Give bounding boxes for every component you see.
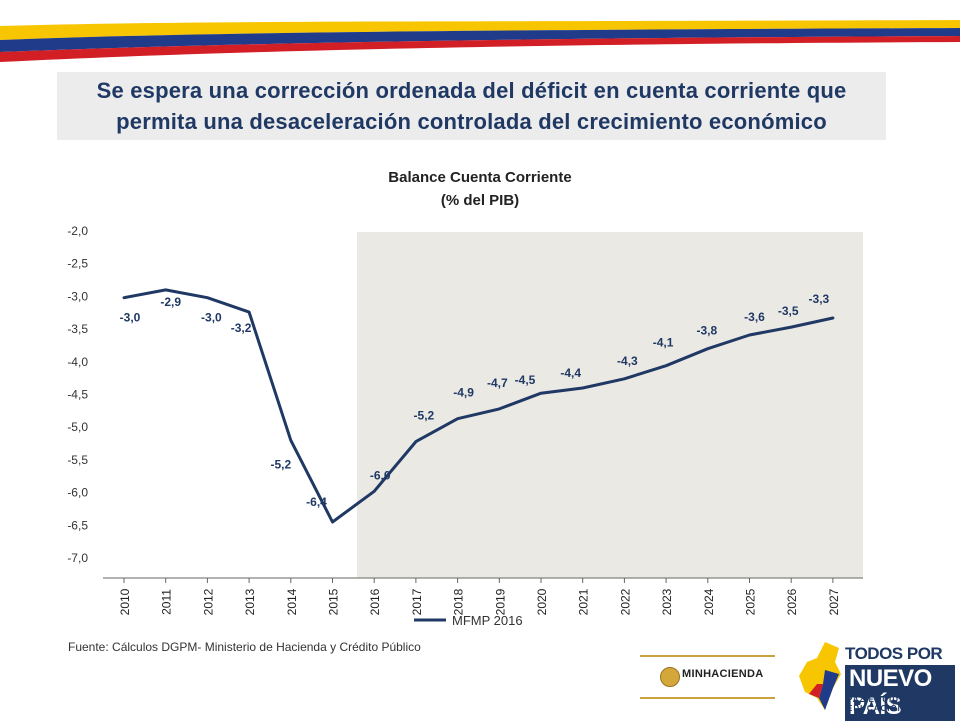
flag-stripes-banner (0, 20, 960, 62)
data-labels: -3,0 -2,9 -3,0 -3,2 -5,2 -6,4 -6,0 -5,2 -4,9 -4,7… (120, 292, 830, 509)
y-tick-label: -4,5 (67, 388, 88, 402)
red-stripe (0, 36, 960, 62)
data-label: -2,9 (160, 295, 181, 309)
y-tick-label: -3,0 (67, 289, 88, 303)
y-tick-label: -7,0 (67, 551, 88, 565)
minhacienda-text: MINHACIENDA (682, 668, 764, 680)
y-tick-label: -6,5 (67, 518, 88, 532)
logo-gold-line-bottom (640, 697, 775, 699)
legend-label: MFMP 2016 (452, 613, 523, 628)
x-tick-label: 2019 (493, 588, 507, 615)
x-tick-label: 2016 (368, 588, 382, 615)
data-label: -4,5 (515, 373, 536, 387)
x-tick-label: 2024 (702, 588, 716, 615)
y-tick-label: -4,0 (67, 355, 88, 369)
data-label: -4,4 (560, 366, 581, 380)
data-label: -3,6 (744, 310, 765, 324)
y-tick-label: -2,0 (67, 224, 88, 238)
minhacienda-logo: MINHACIENDA (640, 655, 775, 701)
data-label: -5,2 (414, 409, 435, 423)
data-label: -3,5 (778, 304, 799, 318)
x-tick-label: 2026 (785, 588, 799, 615)
logo-gold-line-top (640, 655, 775, 657)
data-label: -6,4 (306, 495, 327, 509)
campaign-line3: PAZ EQUIDAD EDUCACIÓN (847, 695, 913, 713)
x-tick-label: 2025 (744, 588, 758, 615)
x-tick-label: 2021 (577, 588, 591, 615)
data-label: -4,1 (653, 336, 674, 350)
y-tick-label: -6,0 (67, 486, 88, 500)
data-label: -4,7 (487, 376, 508, 390)
chart-title: Balance Cuenta Corriente (388, 169, 571, 186)
blue-stripe (0, 28, 960, 52)
x-tick-label: 2013 (243, 588, 257, 615)
slide-title-line1: Se espera una corrección ordenada del dé… (96, 78, 847, 103)
nuevo-pais-logo: TODOS POR UN NUEVO PAÍS PAZ EQUIDAD EDUC… (795, 640, 955, 721)
data-label: -3,8 (696, 324, 717, 338)
x-tick-label: 2023 (660, 588, 674, 615)
yellow-stripe (0, 20, 960, 40)
chart-legend: MFMP 2016 (414, 613, 523, 628)
projection-shaded-area (357, 232, 863, 578)
source-note: Fuente: Cálculos DGPM- Ministerio de Hac… (68, 640, 421, 654)
series-line-mfmp-2016 (122, 288, 835, 524)
y-tick-label: -5,5 (67, 453, 88, 467)
x-tick-label: 2017 (410, 588, 424, 615)
data-label: -4,3 (617, 354, 638, 368)
x-tick-label: 2018 (452, 588, 466, 615)
x-tick-label: 2010 (118, 588, 132, 615)
x-tick-label: 2015 (327, 588, 341, 615)
y-tick-label: -3,5 (67, 322, 88, 336)
data-label: -3,0 (201, 311, 222, 325)
slide-title-line2: permita una desaceleración controlada de… (116, 109, 827, 134)
slide-title: Se espera una corrección ordenada del dé… (57, 72, 886, 140)
data-label: -3,2 (231, 321, 252, 335)
x-tick-label: 2022 (618, 588, 632, 615)
x-tick-label: 2020 (535, 588, 549, 615)
campaign-line2: NUEVO PAÍS (845, 665, 955, 721)
data-label: -5,2 (270, 457, 291, 471)
chart-subtitle: (% del PIB) (441, 192, 519, 209)
coat-of-arms-icon (660, 667, 680, 687)
colombia-map-icon (799, 642, 841, 710)
data-label: -6,0 (370, 468, 391, 482)
x-tick-label: 2027 (827, 588, 841, 615)
x-tick-label: 2012 (201, 588, 215, 615)
data-label: -3,0 (120, 311, 141, 325)
data-label: -3,3 (809, 292, 830, 306)
x-tick-label: 2011 (160, 589, 174, 615)
data-label: -4,9 (453, 386, 474, 400)
x-tick-label: 2014 (285, 588, 299, 615)
x-axis: 2010 2011 2012 2013 2014 2015 2016 2017 2018 2019… (103, 577, 863, 615)
current-account-chart: Balance Cuenta Corriente (% del PIB) -2,… (67, 169, 863, 628)
y-tick-label: -2,5 (67, 257, 88, 271)
y-axis: -2,0 -2,5 -3,0 -3,5 -4,0 -4,5 -5,0 -5,5 -6,0 -6,5… (67, 224, 88, 565)
y-tick-label: -5,0 (67, 420, 88, 434)
